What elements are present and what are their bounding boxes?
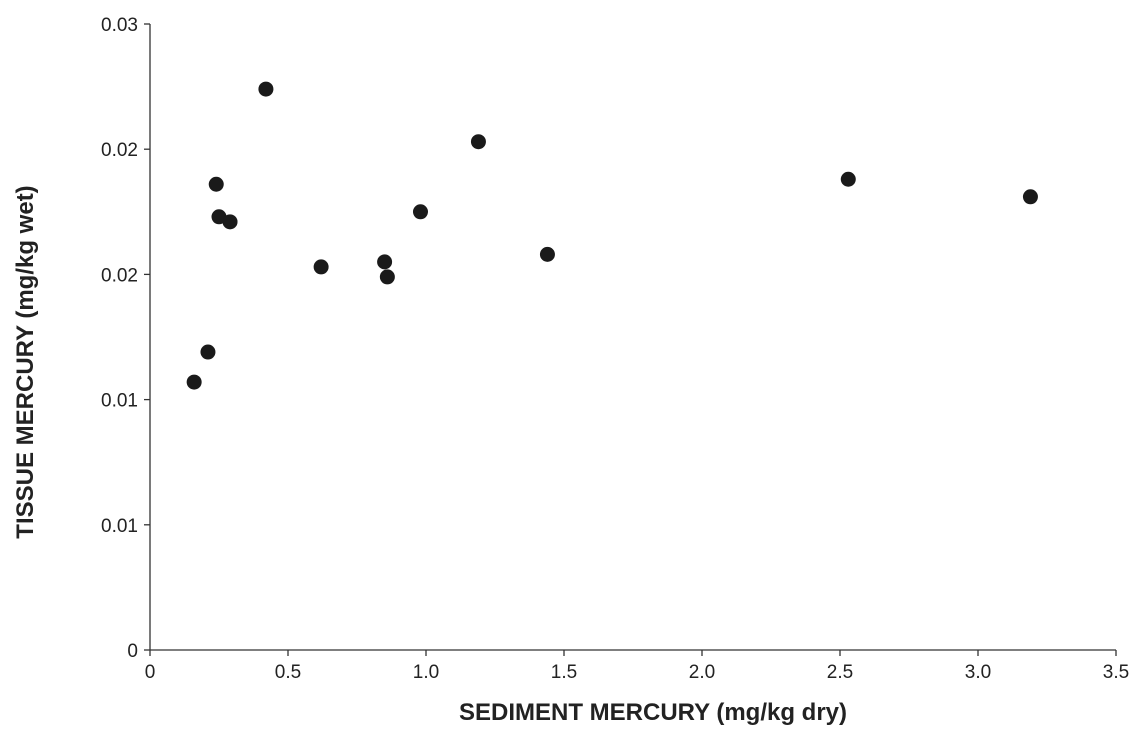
y-tick-label: 0.01 — [101, 516, 138, 537]
data-point — [313, 259, 329, 275]
x-tick-label: 3.5 — [1103, 662, 1129, 683]
data-point — [222, 214, 238, 230]
x-tick-label: 1.0 — [413, 662, 439, 683]
data-point — [412, 204, 428, 220]
x-axis-title: SEDIMENT MERCURY (mg/kg dry) — [459, 699, 847, 726]
data-point — [470, 134, 486, 150]
data-point — [377, 254, 393, 270]
data-points — [186, 81, 1038, 390]
y-tick-label: 0 — [127, 641, 138, 662]
y-tick-label: 0.03 — [101, 15, 138, 36]
data-point — [186, 374, 202, 390]
x-tick-label: 3.0 — [965, 662, 991, 683]
x-tick-label: 0 — [145, 662, 156, 683]
y-tick-label: 0.01 — [101, 391, 138, 412]
y-tick-label: 0.02 — [101, 140, 138, 161]
x-tick-label: 1.5 — [551, 662, 577, 683]
y-tick-label: 0.02 — [101, 265, 138, 286]
data-point — [840, 171, 856, 187]
y-axis-title: TISSUE MERCURY (mg/kg wet) — [12, 185, 39, 538]
data-point — [208, 176, 224, 192]
data-point — [379, 269, 395, 285]
x-tick-label: 0.5 — [275, 662, 301, 683]
x-axis-ticks: 0 0.5 1.0 1.5 2.0 2.5 3.0 3.5 — [145, 650, 1129, 683]
y-axis-ticks: 0 0.01 0.01 0.02 0.02 0.03 — [101, 15, 150, 662]
data-point — [1022, 189, 1038, 205]
x-tick-label: 2.5 — [827, 662, 853, 683]
data-point — [258, 81, 274, 97]
data-point — [200, 344, 216, 360]
x-tick-label: 2.0 — [689, 662, 715, 683]
data-point — [539, 246, 555, 262]
axes — [149, 24, 1116, 651]
